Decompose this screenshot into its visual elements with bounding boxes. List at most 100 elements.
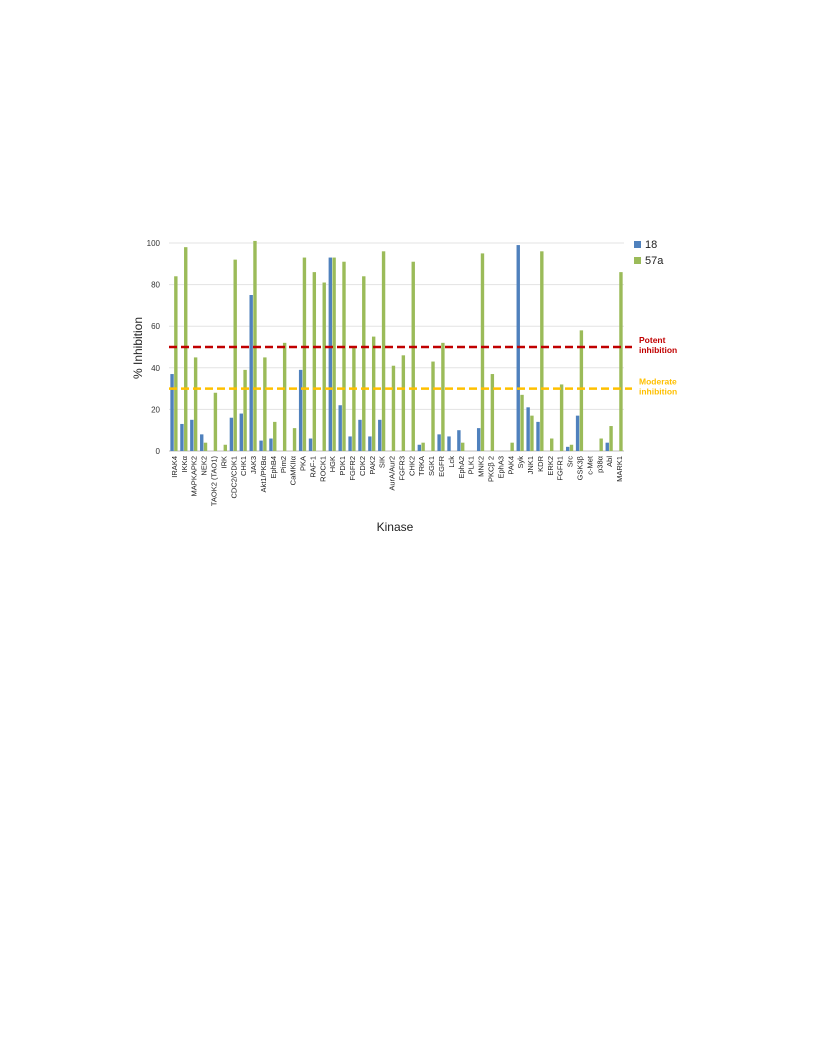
bar-18: [447, 436, 451, 451]
bar-18: [239, 413, 243, 451]
bar-57a: [411, 261, 415, 451]
bar-57a: [342, 261, 346, 451]
x-tick-label: Abl: [605, 456, 614, 467]
bar-57a: [619, 272, 623, 451]
bar-57a: [431, 361, 435, 451]
x-tick-label: CaMKIIα: [289, 455, 298, 485]
bar-57a: [510, 442, 514, 451]
x-tick-label: SIK: [378, 456, 387, 468]
reference-label: Potent: [639, 335, 666, 345]
bar-18: [338, 405, 342, 451]
x-tick-label: TRKA: [417, 456, 426, 476]
x-tick-label: IRK: [219, 456, 228, 469]
y-tick-label: 60: [151, 322, 160, 331]
bar-18: [328, 257, 333, 451]
x-tick-label: PDK1: [338, 456, 347, 476]
bar-57a: [540, 251, 544, 451]
bar-57a: [352, 347, 356, 451]
bar-57a: [312, 272, 317, 451]
reference-label: Moderate: [639, 377, 677, 387]
reference-label: inhibition: [639, 345, 677, 355]
bar-57a: [381, 251, 386, 451]
bar-57a: [203, 442, 208, 451]
bar-57a: [460, 442, 465, 451]
y-tick-label: 80: [151, 281, 160, 290]
x-tick-label: ROCK1: [318, 456, 327, 482]
x-tick-label: CDC2/CDK1: [229, 456, 238, 499]
legend-swatch: [634, 257, 641, 264]
y-tick-label: 0: [156, 447, 161, 456]
bar-57a: [233, 259, 237, 451]
x-tick-label: EGFR: [437, 455, 446, 476]
bar-57a: [480, 253, 485, 451]
x-tick-label: MNK2: [477, 456, 486, 477]
x-tick-label: CHK1: [239, 456, 248, 476]
x-tick-label: RAF-1: [308, 456, 317, 478]
bar-18: [229, 417, 234, 451]
y-axis-ticks: 0 20 40 60 80 100: [147, 239, 161, 456]
x-tick-label: FGFR3: [397, 456, 406, 481]
bar-18: [190, 419, 194, 451]
x-tick-label: CHK2: [407, 456, 416, 476]
legend-swatch: [634, 241, 641, 248]
x-tick-label: PKCβ 2: [486, 456, 495, 482]
x-tick-label: JNK1: [526, 456, 535, 474]
bar-57a: [273, 421, 277, 451]
bar-57a: [599, 438, 603, 451]
bar-18: [575, 415, 580, 451]
bar-57a: [609, 426, 613, 451]
y-tick-label: 100: [147, 239, 161, 248]
bar-57a: [391, 365, 396, 451]
bar-57a: [579, 330, 584, 451]
bar-57a: [302, 257, 307, 451]
x-tick-label: Akt1/PKBα: [259, 455, 268, 492]
x-tick-label: FGFR2: [348, 456, 357, 481]
bar-18: [457, 430, 461, 451]
bar-57a: [559, 384, 564, 451]
bar-18: [437, 434, 441, 451]
x-tick-label: JAK3: [249, 456, 258, 474]
bar-57a: [550, 438, 554, 451]
x-tick-label: MARK1: [615, 456, 624, 482]
legend-label: 18: [645, 239, 657, 251]
bar-18: [536, 421, 540, 451]
bar-18: [605, 442, 609, 451]
x-tick-label: ERK2: [546, 456, 555, 476]
x-tick-label: PLK1: [467, 456, 476, 474]
x-tick-label: IRAK4: [170, 456, 179, 478]
bar-57a: [174, 276, 178, 451]
bar-57a: [282, 342, 287, 451]
bar-57a: [223, 444, 228, 451]
bar-18: [565, 446, 570, 451]
bar-18: [200, 434, 204, 451]
bar-57a: [322, 282, 326, 451]
bar-18: [378, 419, 382, 451]
x-tick-label: HGK: [328, 456, 337, 472]
bar-18: [170, 374, 174, 451]
bar-57a: [243, 369, 247, 451]
x-tick-label: SGK1: [427, 456, 436, 476]
x-tick-label: MAPKAPK2: [190, 456, 199, 496]
bar-18: [417, 444, 422, 451]
x-tick-label: EphA2: [457, 456, 466, 479]
reference-label: inhibition: [639, 387, 677, 397]
bar-18: [269, 438, 273, 451]
x-tick-label: Lck: [447, 456, 456, 468]
bar-18: [368, 436, 372, 451]
reference-lines: [169, 345, 632, 390]
bar-18: [476, 428, 481, 451]
bar-57a: [263, 357, 267, 451]
bar-57a: [332, 257, 336, 451]
x-tick-label: KDR: [536, 455, 545, 471]
x-tick-label: Syk: [516, 456, 525, 469]
bar-18: [358, 419, 362, 451]
bar-57a: [569, 444, 574, 451]
x-axis-label: Kinase: [377, 520, 414, 534]
x-tick-label: PKA: [299, 456, 308, 471]
legend-label: 57a: [645, 255, 664, 267]
x-tick-label: Pim2: [279, 456, 288, 473]
x-tick-label: CDK2: [358, 456, 367, 476]
bar-57a: [184, 247, 188, 451]
bar-57a: [441, 342, 445, 451]
